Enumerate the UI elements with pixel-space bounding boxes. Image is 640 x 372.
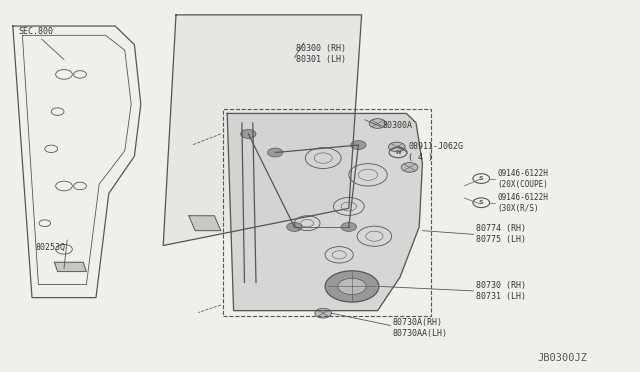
Polygon shape [227, 113, 422, 311]
Circle shape [287, 222, 302, 231]
Text: 08911-J062G
( 4 ): 08911-J062G ( 4 ) [408, 142, 463, 162]
Circle shape [315, 308, 332, 318]
Text: 80730 (RH)
80731 (LH): 80730 (RH) 80731 (LH) [476, 281, 525, 301]
Text: N: N [396, 150, 401, 155]
Text: S: S [479, 176, 484, 181]
Text: S: S [479, 200, 484, 205]
Circle shape [241, 129, 256, 138]
Text: JB0300JZ: JB0300JZ [538, 353, 588, 363]
Text: 80730A(RH)
80730AA(LH): 80730A(RH) 80730AA(LH) [392, 318, 447, 338]
Text: SEC.800: SEC.800 [18, 27, 53, 36]
Text: 80774 (RH)
80775 (LH): 80774 (RH) 80775 (LH) [476, 224, 525, 244]
Circle shape [401, 163, 418, 172]
Circle shape [341, 222, 356, 231]
Circle shape [388, 142, 405, 152]
Circle shape [268, 148, 283, 157]
Text: 80300A: 80300A [383, 121, 413, 130]
Text: 80253Q: 80253Q [35, 243, 65, 252]
Circle shape [325, 271, 379, 302]
Text: 80300 (RH)
80301 (LH): 80300 (RH) 80301 (LH) [296, 44, 346, 64]
Polygon shape [163, 15, 362, 246]
Circle shape [351, 141, 366, 150]
Circle shape [369, 119, 386, 128]
Polygon shape [189, 216, 221, 231]
Polygon shape [54, 262, 86, 272]
Circle shape [338, 278, 366, 295]
Text: 09146-6122H
(30X(R/S): 09146-6122H (30X(R/S) [497, 193, 548, 213]
Text: 09146-6122H
(20X(COUPE): 09146-6122H (20X(COUPE) [497, 169, 548, 189]
Bar [223, 109, 431, 316]
